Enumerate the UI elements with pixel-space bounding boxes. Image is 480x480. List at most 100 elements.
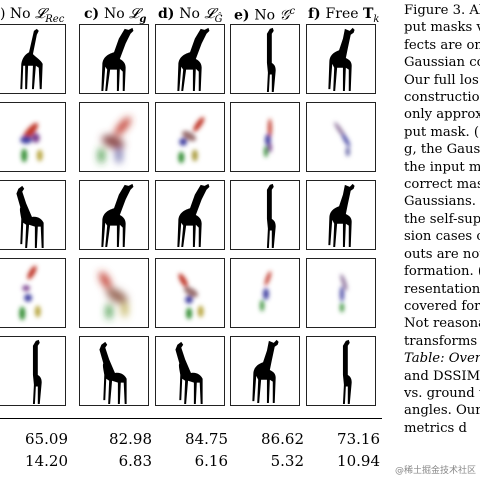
giraffe-silhouette	[175, 341, 203, 405]
column-label: Free	[325, 6, 363, 22]
mask-row3-col3	[155, 180, 225, 250]
giraffe-silhouette	[342, 339, 352, 405]
mask-row5-col2	[79, 336, 149, 406]
caption-line: formation. (	[404, 264, 480, 280]
column-header-1: ) No 𝓛Rec	[0, 6, 64, 25]
mask-row1-col2	[79, 24, 149, 94]
gaussian-visualization	[264, 118, 272, 158]
gaussian-visualization	[98, 117, 131, 164]
column-symbol: 𝓛	[129, 6, 140, 22]
giraffe-silhouette	[101, 27, 134, 92]
mask-row5-col5	[306, 336, 376, 406]
column-subscript: Rec	[45, 13, 65, 25]
gaussians-row4-col2	[79, 258, 149, 328]
caption-line: transforms a	[404, 333, 480, 349]
metric-row2-col5: 10.94	[337, 452, 380, 470]
watermark: @稀土掘金技术社区	[394, 466, 476, 476]
gaussian-visualization	[99, 271, 128, 320]
metric-row1-col5: 73.16	[337, 430, 380, 448]
caption-line: vs. ground tr	[404, 385, 480, 401]
mask-row1-col1	[0, 24, 66, 94]
caption-line: covered for	[404, 298, 480, 314]
column-prefix: e)	[234, 7, 255, 24]
giraffe-silhouette	[16, 185, 44, 249]
giraffe-silhouette	[328, 183, 355, 248]
column-subscript: g	[139, 13, 147, 25]
caption-line: Gaussian col	[404, 55, 480, 71]
column-label: No	[254, 7, 280, 24]
caption-line: metrics d	[404, 420, 467, 436]
gaussian-visualization	[260, 271, 272, 312]
giraffe-silhouette	[32, 339, 42, 405]
gaussians-row2-col2	[79, 102, 149, 172]
mask-row1-col4	[230, 24, 300, 94]
column-subscript: c	[289, 6, 296, 17]
gaussians-row4-col1	[0, 258, 66, 328]
giraffe-silhouette	[266, 183, 276, 249]
caption-line: angles. Our g	[404, 403, 480, 419]
table-rule	[0, 418, 382, 419]
gaussians-row2-col1	[0, 102, 66, 172]
column-symbol: 𝓛	[35, 6, 46, 22]
giraffe-silhouette	[177, 183, 210, 248]
metric-row2-col3: 6.16	[194, 452, 228, 470]
mask-row3-col4	[230, 180, 300, 250]
metric-row1-col4: 86.62	[261, 430, 304, 448]
metric-row2-col2: 6.83	[118, 452, 152, 470]
giraffe-silhouette	[266, 27, 276, 93]
metric-row2-col1: 14.20	[25, 452, 68, 470]
metric-row1-col2: 82.98	[109, 430, 152, 448]
caption-line: outs are not	[404, 246, 480, 262]
column-prefix: c)	[84, 6, 105, 22]
gaussian-visualization	[178, 273, 204, 320]
caption-line: Not reasonab	[404, 316, 480, 332]
caption-line: the self-supe	[404, 211, 480, 227]
gaussians-row4-col4	[230, 258, 300, 328]
mask-row5-col1	[0, 336, 66, 406]
gaussians-row2-col3	[155, 102, 225, 172]
giraffe-silhouette	[20, 28, 43, 90]
gaussians-row2-col5	[306, 102, 376, 172]
mask-row3-col1	[0, 180, 66, 250]
caption-line: Gaussians. (	[404, 194, 480, 210]
column-prefix: )	[0, 6, 10, 22]
mask-row5-col4	[230, 336, 300, 406]
caption-line: Our full los	[404, 72, 479, 88]
caption-line: g, the Gaus	[404, 142, 480, 158]
mask-row3-col5	[306, 180, 376, 250]
gaussian-visualization	[178, 117, 205, 164]
gaussians-row4-col5	[306, 258, 376, 328]
caption-line: fects are onl	[404, 37, 480, 53]
column-header-2: c) No 𝓛g	[84, 6, 146, 25]
caption-line: sion cases o	[404, 229, 480, 245]
metric-row2-col4: 5.32	[270, 452, 304, 470]
mask-row1-col3	[155, 24, 225, 94]
caption-line: the input ma	[404, 159, 480, 175]
caption-line: construction	[404, 90, 480, 106]
column-prefix: d)	[158, 6, 180, 22]
column-subscript: k	[373, 13, 380, 25]
column-subscript: Ĝ	[214, 13, 223, 25]
caption-line: Table: Over	[404, 351, 480, 367]
mask-row3-col2	[79, 180, 149, 250]
column-symbol: 𝒢	[279, 7, 290, 24]
giraffe-silhouette	[252, 339, 279, 404]
giraffe-silhouette	[99, 341, 127, 405]
giraffe-silhouette	[328, 27, 355, 92]
column-label: No	[9, 6, 36, 22]
gaussians-row2-col4	[230, 102, 300, 172]
metric-row1-col1: 65.09	[25, 430, 68, 448]
column-symbol: 𝓛	[204, 6, 215, 22]
gaussian-visualization	[19, 265, 41, 321]
column-prefix: f)	[308, 6, 326, 22]
giraffe-silhouette	[101, 183, 134, 248]
column-header-3: d) No 𝓛Ĝ	[158, 6, 223, 25]
caption-line: resentation f	[404, 281, 480, 297]
metric-row1-col3: 84.75	[185, 430, 228, 448]
column-symbol: T	[362, 6, 374, 22]
gaussian-visualization	[20, 122, 43, 163]
mask-row5-col3	[155, 336, 225, 406]
column-label: No	[179, 6, 205, 22]
caption-line: Figure 3. Ab	[404, 3, 480, 18]
mask-row1-col5	[306, 24, 376, 94]
